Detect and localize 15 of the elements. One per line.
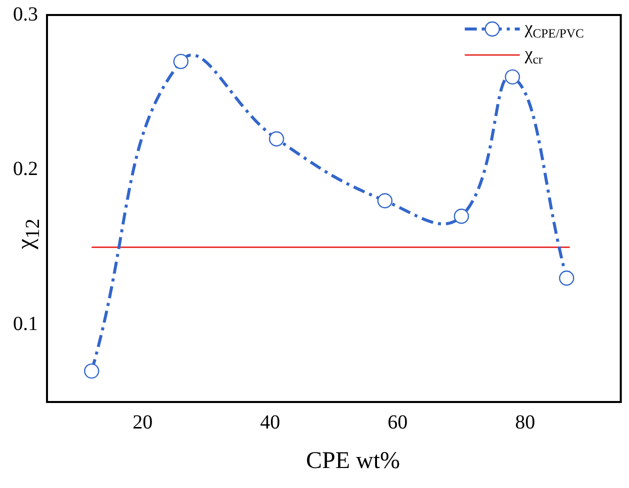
point [454,208,470,224]
point [268,131,284,146]
x-tick-label: 80 [515,411,536,434]
x-tick-label: 60 [388,411,408,434]
y-tick-label: 0.3 [13,3,38,26]
x-tick-label: 40 [260,411,280,434]
x-axis-title: CPE wt% [304,448,401,475]
point [377,193,393,208]
y-tick-label: 0.2 [13,158,38,180]
point [504,69,520,85]
y-tick-label: 0.1 [13,312,38,335]
point [84,363,100,379]
point [173,54,188,70]
x-tick-label: 20 [132,411,153,434]
point [559,270,574,286]
